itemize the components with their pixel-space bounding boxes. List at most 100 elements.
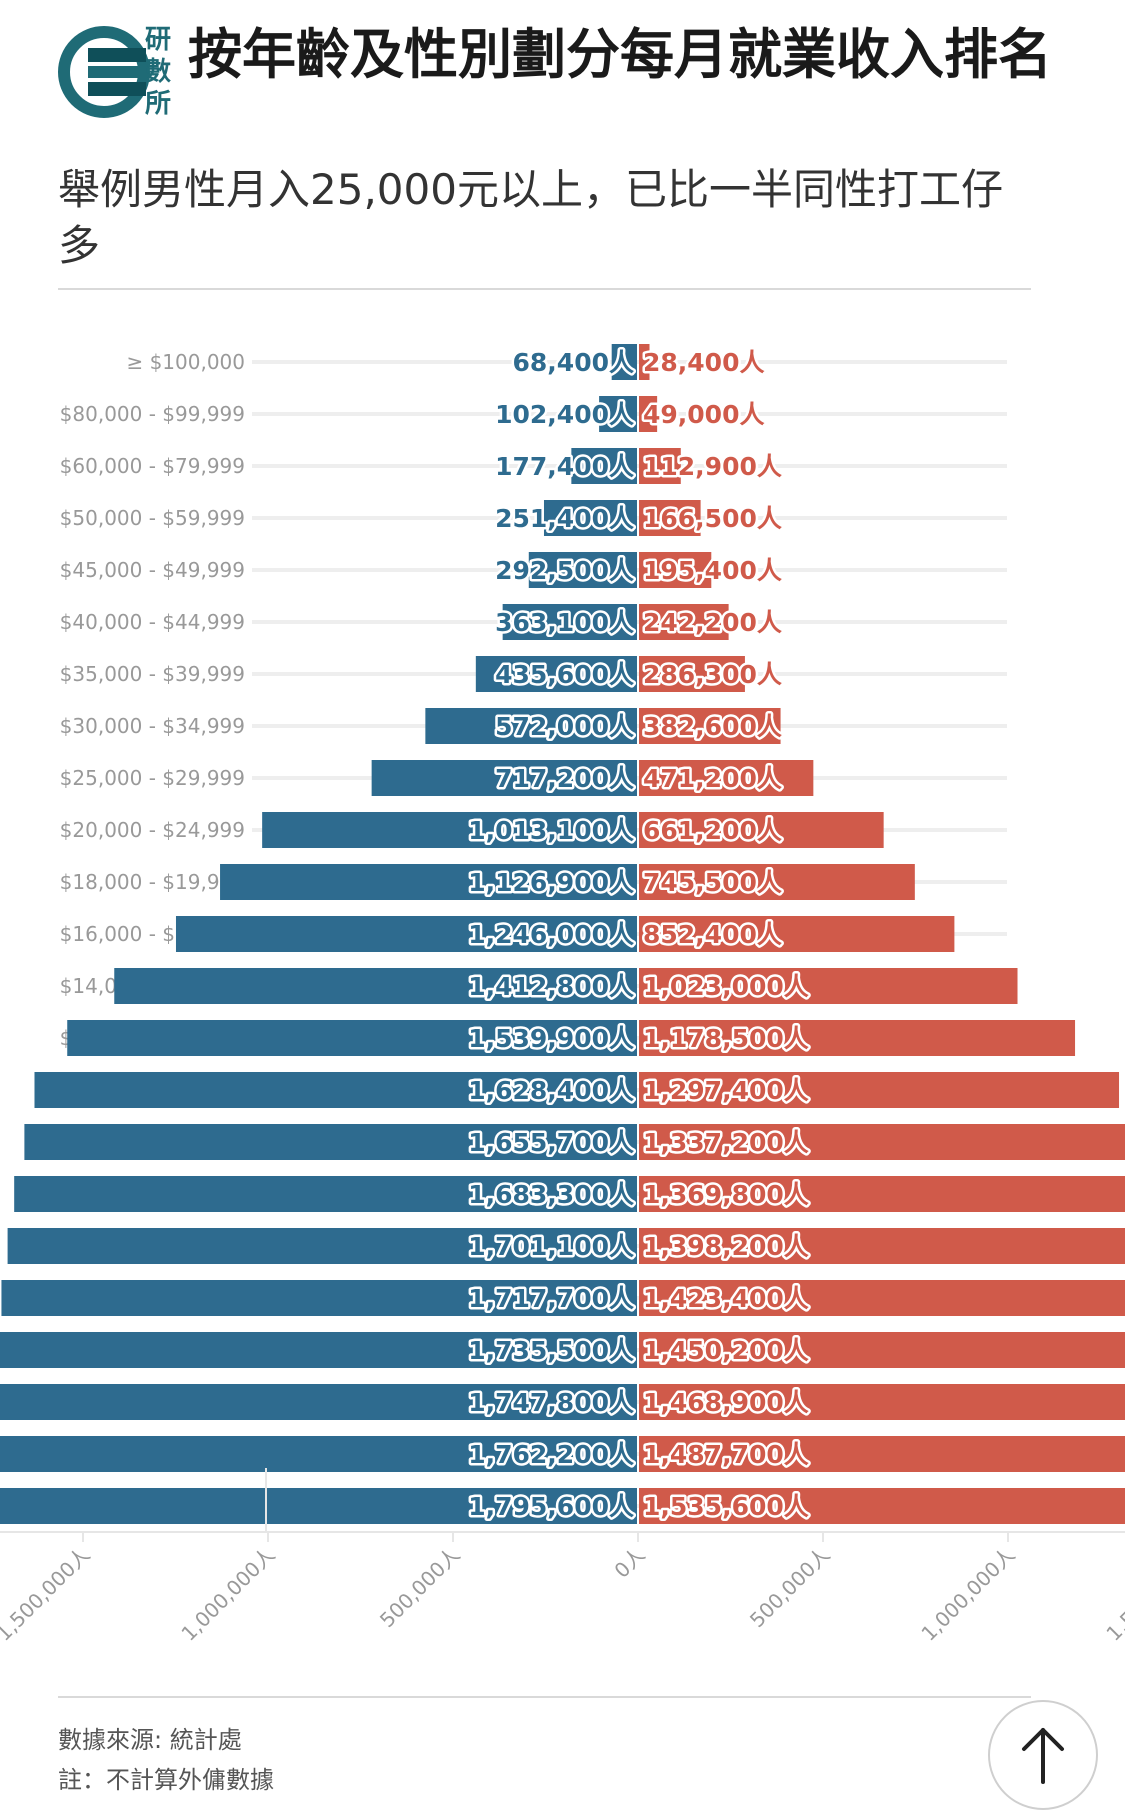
x-tick-label: 1,000,000人 xyxy=(916,1543,1019,1646)
bar-left xyxy=(475,656,637,692)
category-label: $40,000 - $44,999 xyxy=(60,610,245,634)
bar-left xyxy=(0,1384,637,1420)
footnote: 註：不計算外傭數據 xyxy=(58,1766,274,1794)
data-label-right: 242,200人 xyxy=(643,608,782,637)
data-label-left: 572,000人 xyxy=(495,712,634,741)
x-tick-label: 0人 xyxy=(609,1543,649,1583)
page-subtitle: 舉例男性月入25,000元以上，已比一半同性打工仔多 xyxy=(58,165,1003,270)
logo-char-3: 所 xyxy=(145,89,171,119)
bar-right xyxy=(639,760,814,796)
data-label-right: 1,423,400人 xyxy=(643,1284,809,1313)
bar-left xyxy=(425,708,637,744)
data-label-left: 102,400人 xyxy=(495,400,634,429)
bar-right xyxy=(639,344,650,380)
data-label-left: 363,100人 xyxy=(495,608,634,637)
arrow-up-icon xyxy=(1022,1728,1064,1784)
bar-left xyxy=(262,812,637,848)
bar-left xyxy=(0,1436,637,1472)
data-label-left: 1,655,700人 xyxy=(468,1128,634,1157)
logo-bar-mid xyxy=(88,66,146,78)
data-label-left: 1,762,200人 xyxy=(468,1440,634,1469)
bar-right xyxy=(639,1280,1125,1316)
bar-right xyxy=(639,968,1018,1004)
category-label: $45,000 - $49,999 xyxy=(60,558,245,582)
data-label-left: 717,200人 xyxy=(495,764,634,793)
bar-right xyxy=(639,1072,1120,1108)
x-tick-label: 500,000人 xyxy=(745,1543,835,1633)
data-label-left: 1,412,800人 xyxy=(468,972,634,1001)
data-label-right: 1,337,200人 xyxy=(643,1128,809,1157)
data-label-right: 112,900人 xyxy=(643,452,782,481)
bar-left xyxy=(371,760,637,796)
data-label-left: 251,400人 xyxy=(495,504,634,533)
data-label-left: 1,683,300人 xyxy=(468,1180,634,1209)
bar-right xyxy=(639,864,915,900)
bar-right xyxy=(639,1228,1125,1264)
data-label-left: 1,717,700人 xyxy=(468,1284,634,1313)
data-label-right: 195,400人 xyxy=(643,556,782,585)
logo-bar-bottom xyxy=(88,82,146,96)
bar-right xyxy=(639,500,701,536)
bar-right xyxy=(639,1020,1076,1056)
bar-left xyxy=(1,1280,638,1316)
x-tick-label: 1,500,000人 xyxy=(0,1543,95,1646)
category-label: $35,000 - $39,999 xyxy=(60,662,245,686)
logo-char-1: 研 xyxy=(145,25,171,55)
data-label-right: 1,178,500人 xyxy=(643,1024,809,1053)
bar-left xyxy=(7,1228,637,1264)
data-source: 數據來源: 統計處 xyxy=(58,1726,242,1754)
logo-bar-top xyxy=(88,48,146,62)
bar-left xyxy=(220,864,637,900)
bar-left xyxy=(571,448,637,484)
data-label-right: 1,023,000人 xyxy=(643,972,809,1001)
data-label-right: 1,398,200人 xyxy=(643,1232,809,1261)
data-label-left: 435,600人 xyxy=(495,660,634,689)
data-label-right: 1,450,200人 xyxy=(643,1336,809,1365)
bar-left xyxy=(67,1020,637,1056)
category-label: ≥ $100,000 xyxy=(126,350,245,374)
data-label-left: 1,246,000人 xyxy=(468,920,634,949)
bar-right xyxy=(639,604,729,640)
bar-right xyxy=(639,916,955,952)
bar-left xyxy=(543,500,637,536)
bar-left xyxy=(528,552,637,588)
category-label: $20,000 - $24,999 xyxy=(60,818,245,842)
category-label: $50,000 - $59,999 xyxy=(60,506,245,530)
bar-right xyxy=(639,656,745,692)
bar-left xyxy=(599,396,637,432)
category-label: $80,000 - $99,999 xyxy=(60,402,245,426)
bar-right xyxy=(639,1488,1125,1524)
page-title: 按年齡及性別劃分每月就業收入排名 xyxy=(188,23,1052,86)
bar-right xyxy=(639,1124,1125,1160)
category-label: $60,000 - $79,999 xyxy=(60,454,245,478)
bar-right xyxy=(639,1176,1125,1212)
data-label-right: 166,500人 xyxy=(643,504,782,533)
bar-right xyxy=(639,812,884,848)
logo: 研 數 所 xyxy=(58,25,171,119)
category-label: $30,000 - $34,999 xyxy=(60,714,245,738)
data-label-left: 1,539,900人 xyxy=(468,1024,634,1053)
bar-right xyxy=(639,396,658,432)
back-to-top-button[interactable] xyxy=(988,1700,1098,1810)
data-label-right: 1,297,400人 xyxy=(643,1076,809,1105)
data-label-left: 1,628,400人 xyxy=(468,1076,634,1105)
data-label-left: 68,400人 xyxy=(513,348,634,377)
bar-right xyxy=(639,1384,1125,1420)
bar-right xyxy=(639,708,781,744)
divider-bottom xyxy=(58,1696,1031,1698)
data-label-right: 1,535,600人 xyxy=(643,1492,809,1521)
income-pyramid-chart: ≥ $100,000 $80,000 - $99,999 $60,000 - $79… xyxy=(0,344,1125,1646)
data-label-left: 1,701,100人 xyxy=(468,1232,634,1261)
divider-top xyxy=(58,288,1031,290)
bar-left xyxy=(175,916,638,952)
data-label-right: 382,600人 xyxy=(643,712,782,741)
data-label-right: 745,500人 xyxy=(643,868,782,897)
bar-left xyxy=(14,1176,637,1212)
data-label-right: 286,300人 xyxy=(643,660,782,689)
x-tick-label: 500,000人 xyxy=(375,1543,465,1633)
data-label-right: 49,000人 xyxy=(643,400,764,429)
data-label-left: 1,747,800人 xyxy=(468,1388,634,1417)
data-label-left: 177,400人 xyxy=(495,452,634,481)
data-label-right: 1,487,700人 xyxy=(643,1440,809,1469)
bar-left xyxy=(502,604,637,640)
